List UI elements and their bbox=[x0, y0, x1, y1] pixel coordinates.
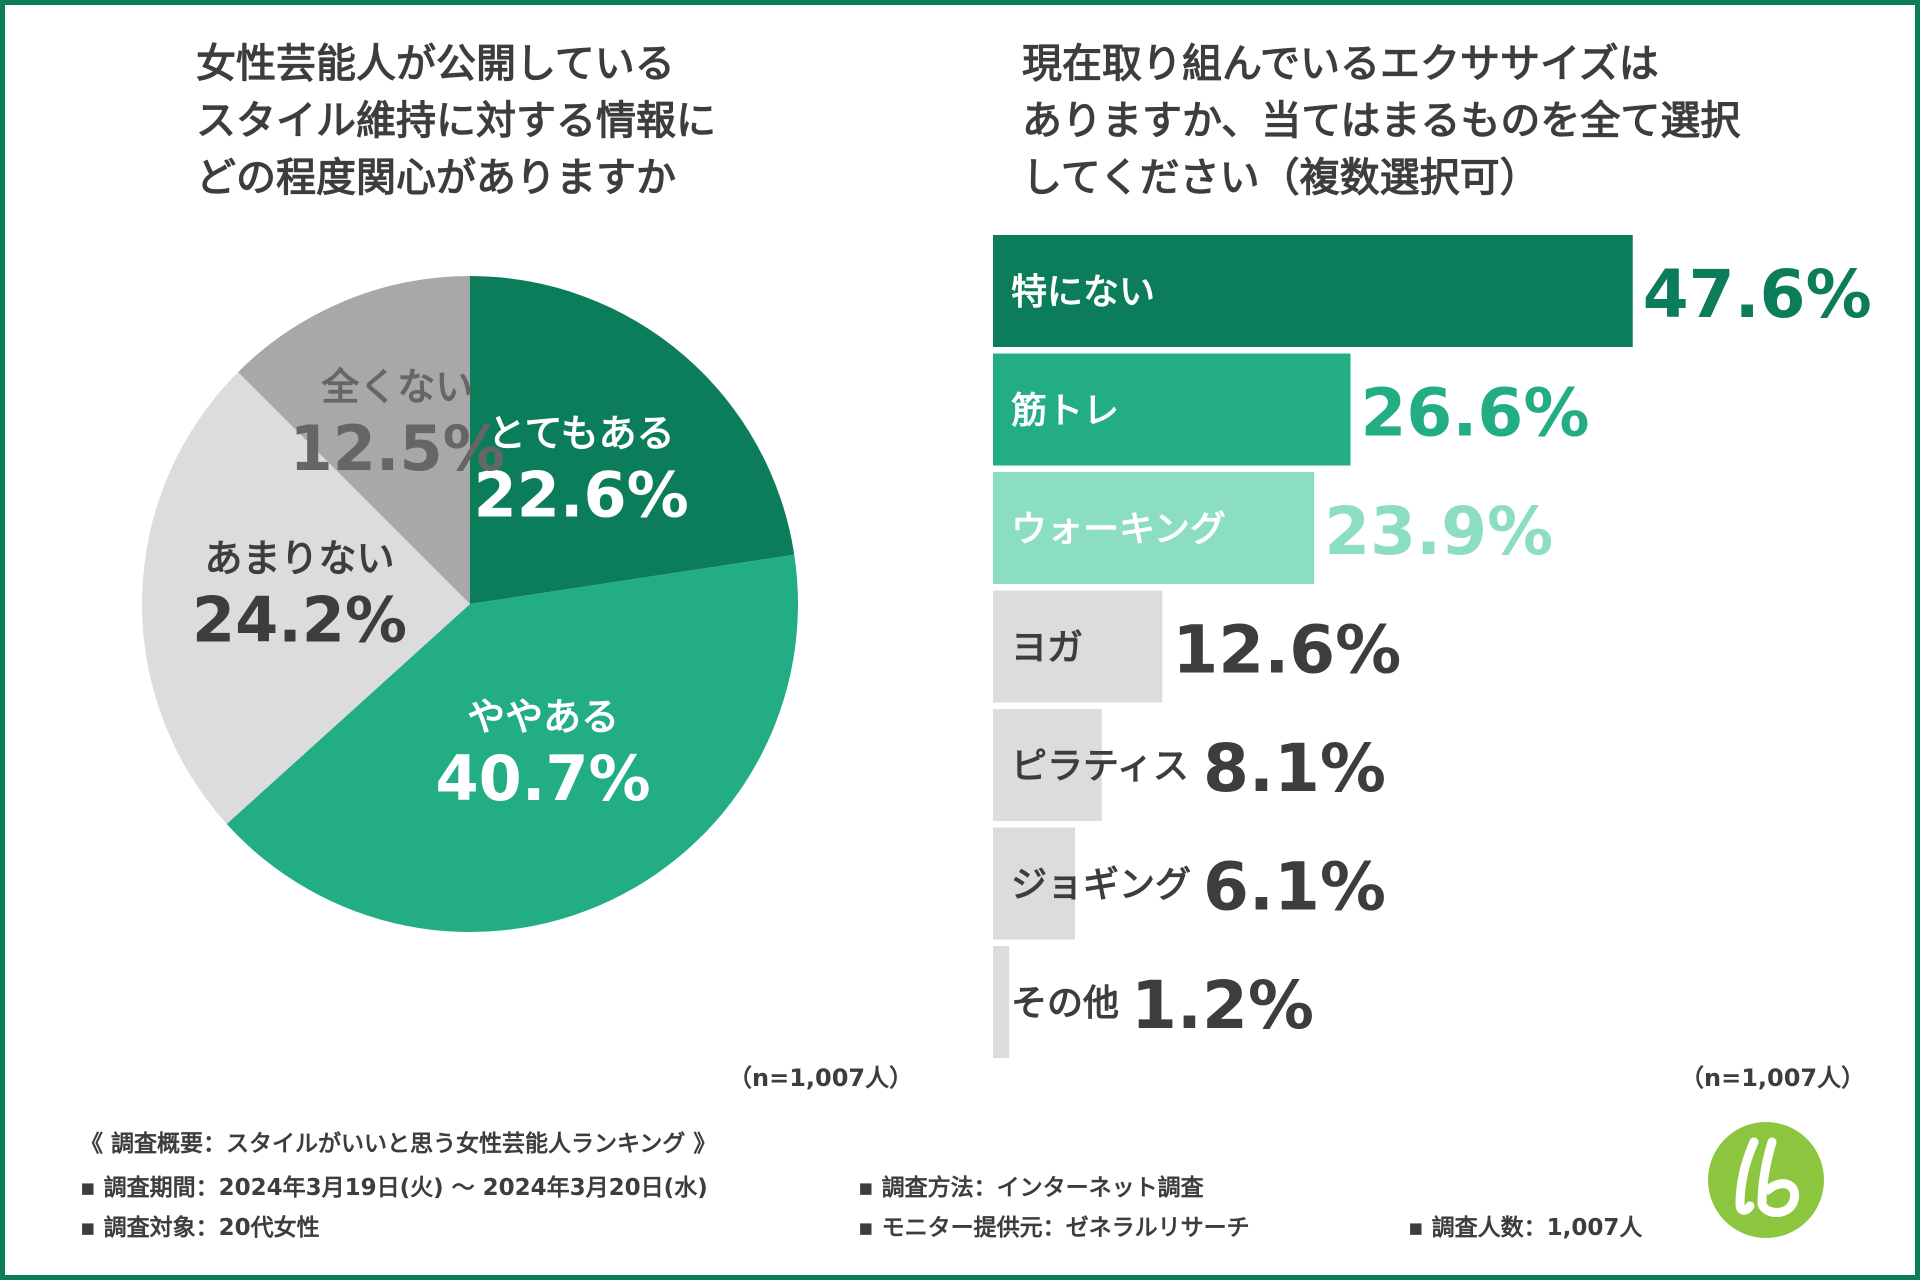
bar-category-label: ピラティス bbox=[1011, 746, 1189, 787]
bar-title-line: ありますか、当てはまるものを全て選択 bbox=[1022, 98, 1741, 144]
bar-category-label: その他 bbox=[1011, 983, 1119, 1024]
bar bbox=[993, 827, 1075, 940]
pie-sample-size: （n=1,007人） bbox=[728, 1064, 914, 1092]
bar-chart-title: 現在取り組んでいるエクササイズは ありますか、当てはまるものを全て選択 してくだ… bbox=[1022, 36, 1740, 207]
pie-slice bbox=[238, 276, 470, 604]
bar-value-label: 8.1% bbox=[1203, 730, 1386, 807]
bar bbox=[993, 353, 1351, 466]
bar-category-label: ジョギング bbox=[1011, 865, 1191, 906]
bar bbox=[993, 235, 1633, 347]
bar-category-label: 筋トレ bbox=[1011, 391, 1119, 432]
pie-slice bbox=[226, 554, 799, 932]
pie-slice-label: とてもある bbox=[488, 412, 675, 456]
survey-method: ▪ 調査方法：インターネット調査 bbox=[858, 1175, 1204, 1201]
bar-category-label: ウォーキング bbox=[1011, 509, 1226, 550]
bar-value-label: 1.2% bbox=[1131, 967, 1314, 1044]
pie-slice-label: あまりない bbox=[204, 537, 394, 581]
pie-slice-value: 22.6% bbox=[474, 459, 689, 532]
pie-chart-title: 女性芸能人が公開している スタイル維持に対する情報に どの程度関心がありますか bbox=[196, 36, 716, 207]
pie-slice-label: 全くない bbox=[320, 365, 473, 409]
bar-category-label: ヨガ bbox=[1011, 628, 1083, 669]
bar-category-label: 特にない bbox=[1011, 272, 1155, 313]
bar bbox=[993, 709, 1102, 821]
bar-value-label: 6.1% bbox=[1203, 849, 1386, 926]
pie-title-line: スタイル維持に対する情報に bbox=[196, 98, 716, 144]
survey-provider: ▪ モニター提供元：ゼネラルリサーチ bbox=[858, 1215, 1250, 1241]
pie-slice-value: 12.5% bbox=[290, 412, 505, 485]
pie-slice bbox=[141, 372, 470, 824]
bar-sample-size: （n=1,007人） bbox=[1680, 1064, 1866, 1092]
pie-slice-value: 40.7% bbox=[436, 742, 651, 815]
pie-title-line: 女性芸能人が公開している bbox=[196, 41, 675, 87]
bar-value-label: 12.6% bbox=[1172, 612, 1401, 689]
bar-title-line: してください（複数選択可） bbox=[1022, 155, 1540, 201]
bar bbox=[993, 590, 1163, 703]
bar-title-line: 現在取り組んでいるエクササイズは bbox=[1022, 41, 1659, 87]
bar bbox=[993, 946, 1010, 1058]
survey-target: ▪ 調査対象：20代女性 bbox=[80, 1215, 320, 1241]
survey-period: ▪ 調査期間：2024年3月19日(火) ～ 2024年3月20日(水) bbox=[80, 1175, 708, 1201]
lb-logo-icon bbox=[1708, 1122, 1824, 1238]
bar-value-label: 23.9% bbox=[1324, 493, 1553, 570]
pie-slice-label: ややある bbox=[467, 695, 619, 739]
survey-heading: 《 調査概要：スタイルがいいと思う女性芸能人ランキング 》 bbox=[80, 1131, 717, 1157]
bar-chart: 特にない 47.6% 筋トレ 26.6% ウォーキング 23.9% ヨガ 12.6% ピラティス… bbox=[993, 235, 1872, 1058]
bar-value-label: 26.6% bbox=[1361, 375, 1590, 452]
bar bbox=[993, 472, 1315, 584]
survey-count: ▪ 調査人数：1,007人 bbox=[1408, 1215, 1643, 1241]
pie-title-line: どの程度関心がありますか bbox=[196, 155, 676, 201]
bar-value-label: 47.6% bbox=[1643, 256, 1872, 333]
pie-slice bbox=[470, 276, 795, 604]
pie-slice-value: 24.2% bbox=[192, 584, 407, 657]
